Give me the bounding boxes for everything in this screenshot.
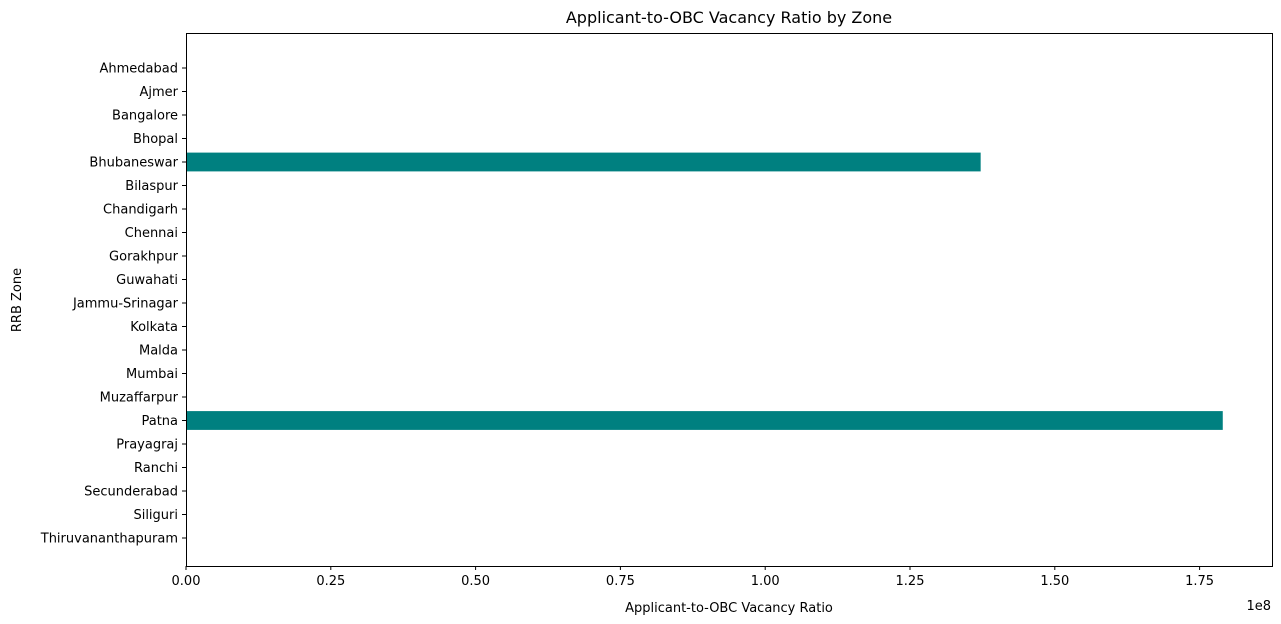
x-tick-label: 1.25 — [896, 574, 925, 589]
y-tick-label: Jammu-Srinagar — [72, 297, 179, 312]
y-tick-label: Ranchi — [134, 461, 178, 476]
y-tick-label: Guwahati — [116, 273, 178, 288]
y-tick-label: Malda — [139, 344, 178, 359]
y-tick-label: Bhubaneswar — [89, 156, 178, 171]
y-tick-label: Bangalore — [112, 109, 178, 124]
x-tick-label: 0.25 — [316, 574, 345, 589]
y-tick-label: Prayagraj — [116, 438, 178, 453]
y-tick-label: Chandigarh — [103, 203, 178, 218]
y-tick-label: Secunderabad — [84, 485, 178, 500]
y-axis: Ahmedabad Ajmer Bangalore Bhopal Bhubaneswar… — [40, 62, 186, 547]
x-axis-multiplier: 1e8 — [1246, 599, 1271, 614]
y-tick-label: Thiruvananthapuram — [40, 532, 178, 547]
chart-title: Applicant-to-OBC Vacancy Ratio by Zone — [566, 8, 892, 27]
y-tick-label: Mumbai — [126, 367, 178, 382]
plot-frame — [186, 33, 1273, 567]
x-tick-label: 0.50 — [461, 574, 490, 589]
x-tick-label: 0.00 — [172, 574, 201, 589]
y-tick-label: Kolkata — [130, 320, 178, 335]
bars-group — [186, 152, 1223, 430]
x-tick-label: 1.00 — [751, 574, 780, 589]
x-axis-label: Applicant-to-OBC Vacancy Ratio — [625, 601, 833, 616]
x-tick-label: 1.75 — [1185, 574, 1214, 589]
x-tick-label: 1.50 — [1040, 574, 1069, 589]
y-tick-label: Chennai — [125, 226, 178, 241]
y-axis-label: RRB Zone — [10, 268, 25, 332]
y-tick-label: Bhopal — [133, 132, 178, 147]
y-tick-label: Gorakhpur — [109, 250, 179, 265]
y-tick-label: Ajmer — [139, 85, 178, 100]
x-tick-label: 0.75 — [606, 574, 635, 589]
y-tick-label: Patna — [141, 414, 178, 429]
bar-bhubaneswar — [186, 152, 981, 172]
y-tick-label: Ahmedabad — [100, 62, 178, 77]
y-tick-label: Muzaffarpur — [100, 391, 179, 406]
x-axis: 0.00 0.25 0.50 0.75 1.00 1.25 1.50 1.75 — [172, 566, 1214, 589]
bar-patna — [186, 411, 1223, 430]
y-tick-label: Siliguri — [133, 508, 178, 523]
y-tick-label: Bilaspur — [125, 179, 178, 194]
